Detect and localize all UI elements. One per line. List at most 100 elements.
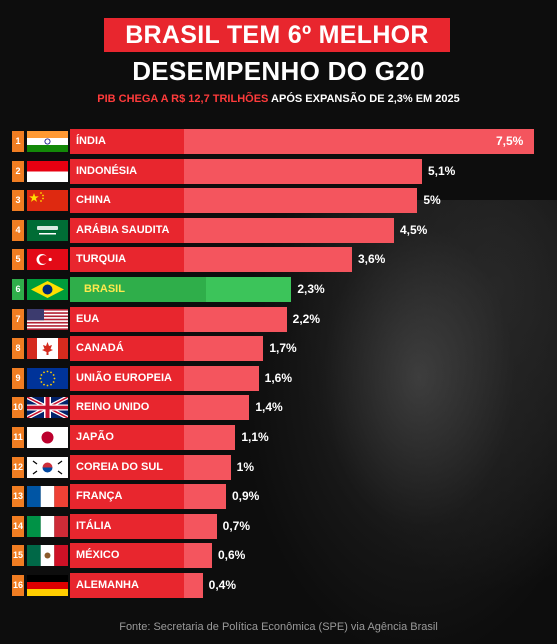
value-label: 1,1% (241, 430, 269, 444)
france-flag-icon (27, 486, 68, 507)
rank-badge (12, 190, 24, 211)
category-label: REINO UNIDO (76, 401, 150, 413)
category-band (70, 455, 184, 480)
value-label: 7,5% (496, 134, 524, 148)
mexico-flag-icon (27, 545, 68, 566)
category-label: TURQUIA (76, 253, 127, 265)
germany-flag-icon (27, 575, 68, 596)
category-band (70, 247, 184, 272)
bar-row: 16 ALEMANHA 0,4% (8, 573, 557, 598)
bar-row: 15 MÉXICO 0,6% (8, 543, 557, 568)
bar-row: 3 CHINA 5% (8, 188, 557, 213)
chart-subtitle: PIB CHEGA A R$ 12,7 TRILHÕES APÓS EXPANS… (0, 90, 557, 108)
category-label: BRASIL (84, 283, 125, 295)
bar (184, 573, 203, 598)
category-band (70, 188, 184, 213)
rank-number: 6 (15, 284, 21, 294)
category-label: ITÁLIA (76, 520, 112, 532)
value-label: 0,7% (222, 519, 251, 533)
category-band (70, 218, 184, 243)
bar (184, 425, 236, 450)
bar (184, 218, 394, 243)
bar-row: 5 TURQUIA 3,6% (8, 247, 557, 272)
title-highlight-box (104, 18, 450, 52)
bar-row: 6 BRASIL 2,3% (8, 277, 557, 302)
bar (206, 277, 292, 302)
rank-number: 4 (15, 225, 21, 235)
category-label: ÍNDIA (76, 135, 106, 147)
category-band (70, 159, 184, 184)
saudi-arabia-flag-icon (27, 220, 68, 241)
bar-row: 7 EUA 2,2% (8, 307, 557, 332)
china-flag-icon (27, 190, 68, 211)
rank-number: 8 (15, 343, 21, 353)
subtitle-highlight: PIB CHEGA A R$ 12,7 TRILHÕES (97, 93, 269, 105)
bar (184, 247, 352, 272)
bar-row: 1 ÍNDIA 7,5% (8, 129, 557, 154)
rank-number: 7 (15, 314, 21, 324)
source-note: Fonte: Secretaria de Política Econômica … (119, 621, 438, 633)
bar (184, 514, 217, 539)
rank-number: 10 (12, 402, 23, 412)
category-label: EUA (76, 313, 100, 325)
rank-number: 16 (12, 580, 23, 590)
rank-badge (12, 427, 24, 448)
bar (184, 307, 287, 332)
rank-badge (12, 457, 24, 478)
south-korea-flag-icon (27, 457, 68, 478)
rank-badge (12, 486, 24, 507)
value-label: 5% (423, 193, 441, 207)
value-label: 0,6% (218, 548, 246, 562)
chart-title-line1: BRASIL TEM 6º MELHOR (125, 21, 429, 49)
japan-flag-icon (27, 427, 68, 448)
value-label: 4,5% (400, 223, 428, 237)
bar (184, 188, 418, 213)
rank-badge (12, 338, 24, 359)
value-label: 1,4% (255, 400, 283, 414)
category-band (70, 395, 184, 420)
canada-flag-icon (27, 338, 68, 359)
category-band (70, 514, 184, 539)
turkey-flag-icon (27, 249, 68, 270)
category-band (70, 336, 184, 361)
category-band (70, 129, 184, 154)
value-label: 0,4% (208, 578, 237, 592)
rank-badge (12, 220, 24, 241)
rank-badge (12, 545, 24, 566)
chart-title-line2: DESEMPENHO DO G20 (132, 56, 425, 86)
eu-flag-icon (27, 368, 68, 389)
bar (184, 129, 534, 154)
rank-badge (12, 575, 24, 596)
category-label: MÉXICO (76, 549, 120, 561)
rank-number: 11 (13, 432, 23, 442)
category-label: FRANÇA (76, 490, 123, 502)
category-label: ALEMANHA (76, 579, 139, 591)
value-label: 1,6% (264, 371, 293, 385)
rank-number: 9 (15, 373, 21, 383)
value-label: 2,3% (297, 282, 325, 296)
category-band (70, 425, 184, 450)
uk-flag-icon (27, 397, 68, 418)
bar-row: 8 CANADÁ 1,7% (8, 336, 557, 361)
category-band (70, 277, 206, 302)
rank-number: 5 (15, 254, 21, 264)
category-band (70, 366, 184, 391)
rank-badge (12, 249, 24, 270)
india-flag-icon (27, 131, 68, 152)
rank-number: 2 (15, 166, 21, 176)
category-band (70, 573, 184, 598)
category-label: INDONÉSIA (76, 165, 138, 177)
category-label: JAPÃO (76, 431, 114, 443)
rank-number: 14 (12, 521, 23, 531)
bar (184, 159, 422, 184)
rank-number: 3 (15, 195, 21, 205)
rank-badge (12, 131, 24, 152)
bar (184, 336, 264, 361)
bar (184, 484, 226, 509)
bar-row: 11 JAPÃO 1,1% (8, 425, 557, 450)
value-label: 1% (236, 460, 254, 474)
bar (184, 366, 259, 391)
rank-badge (12, 368, 24, 389)
bar-row: 12 COREIA DO SUL 1% (8, 455, 557, 480)
